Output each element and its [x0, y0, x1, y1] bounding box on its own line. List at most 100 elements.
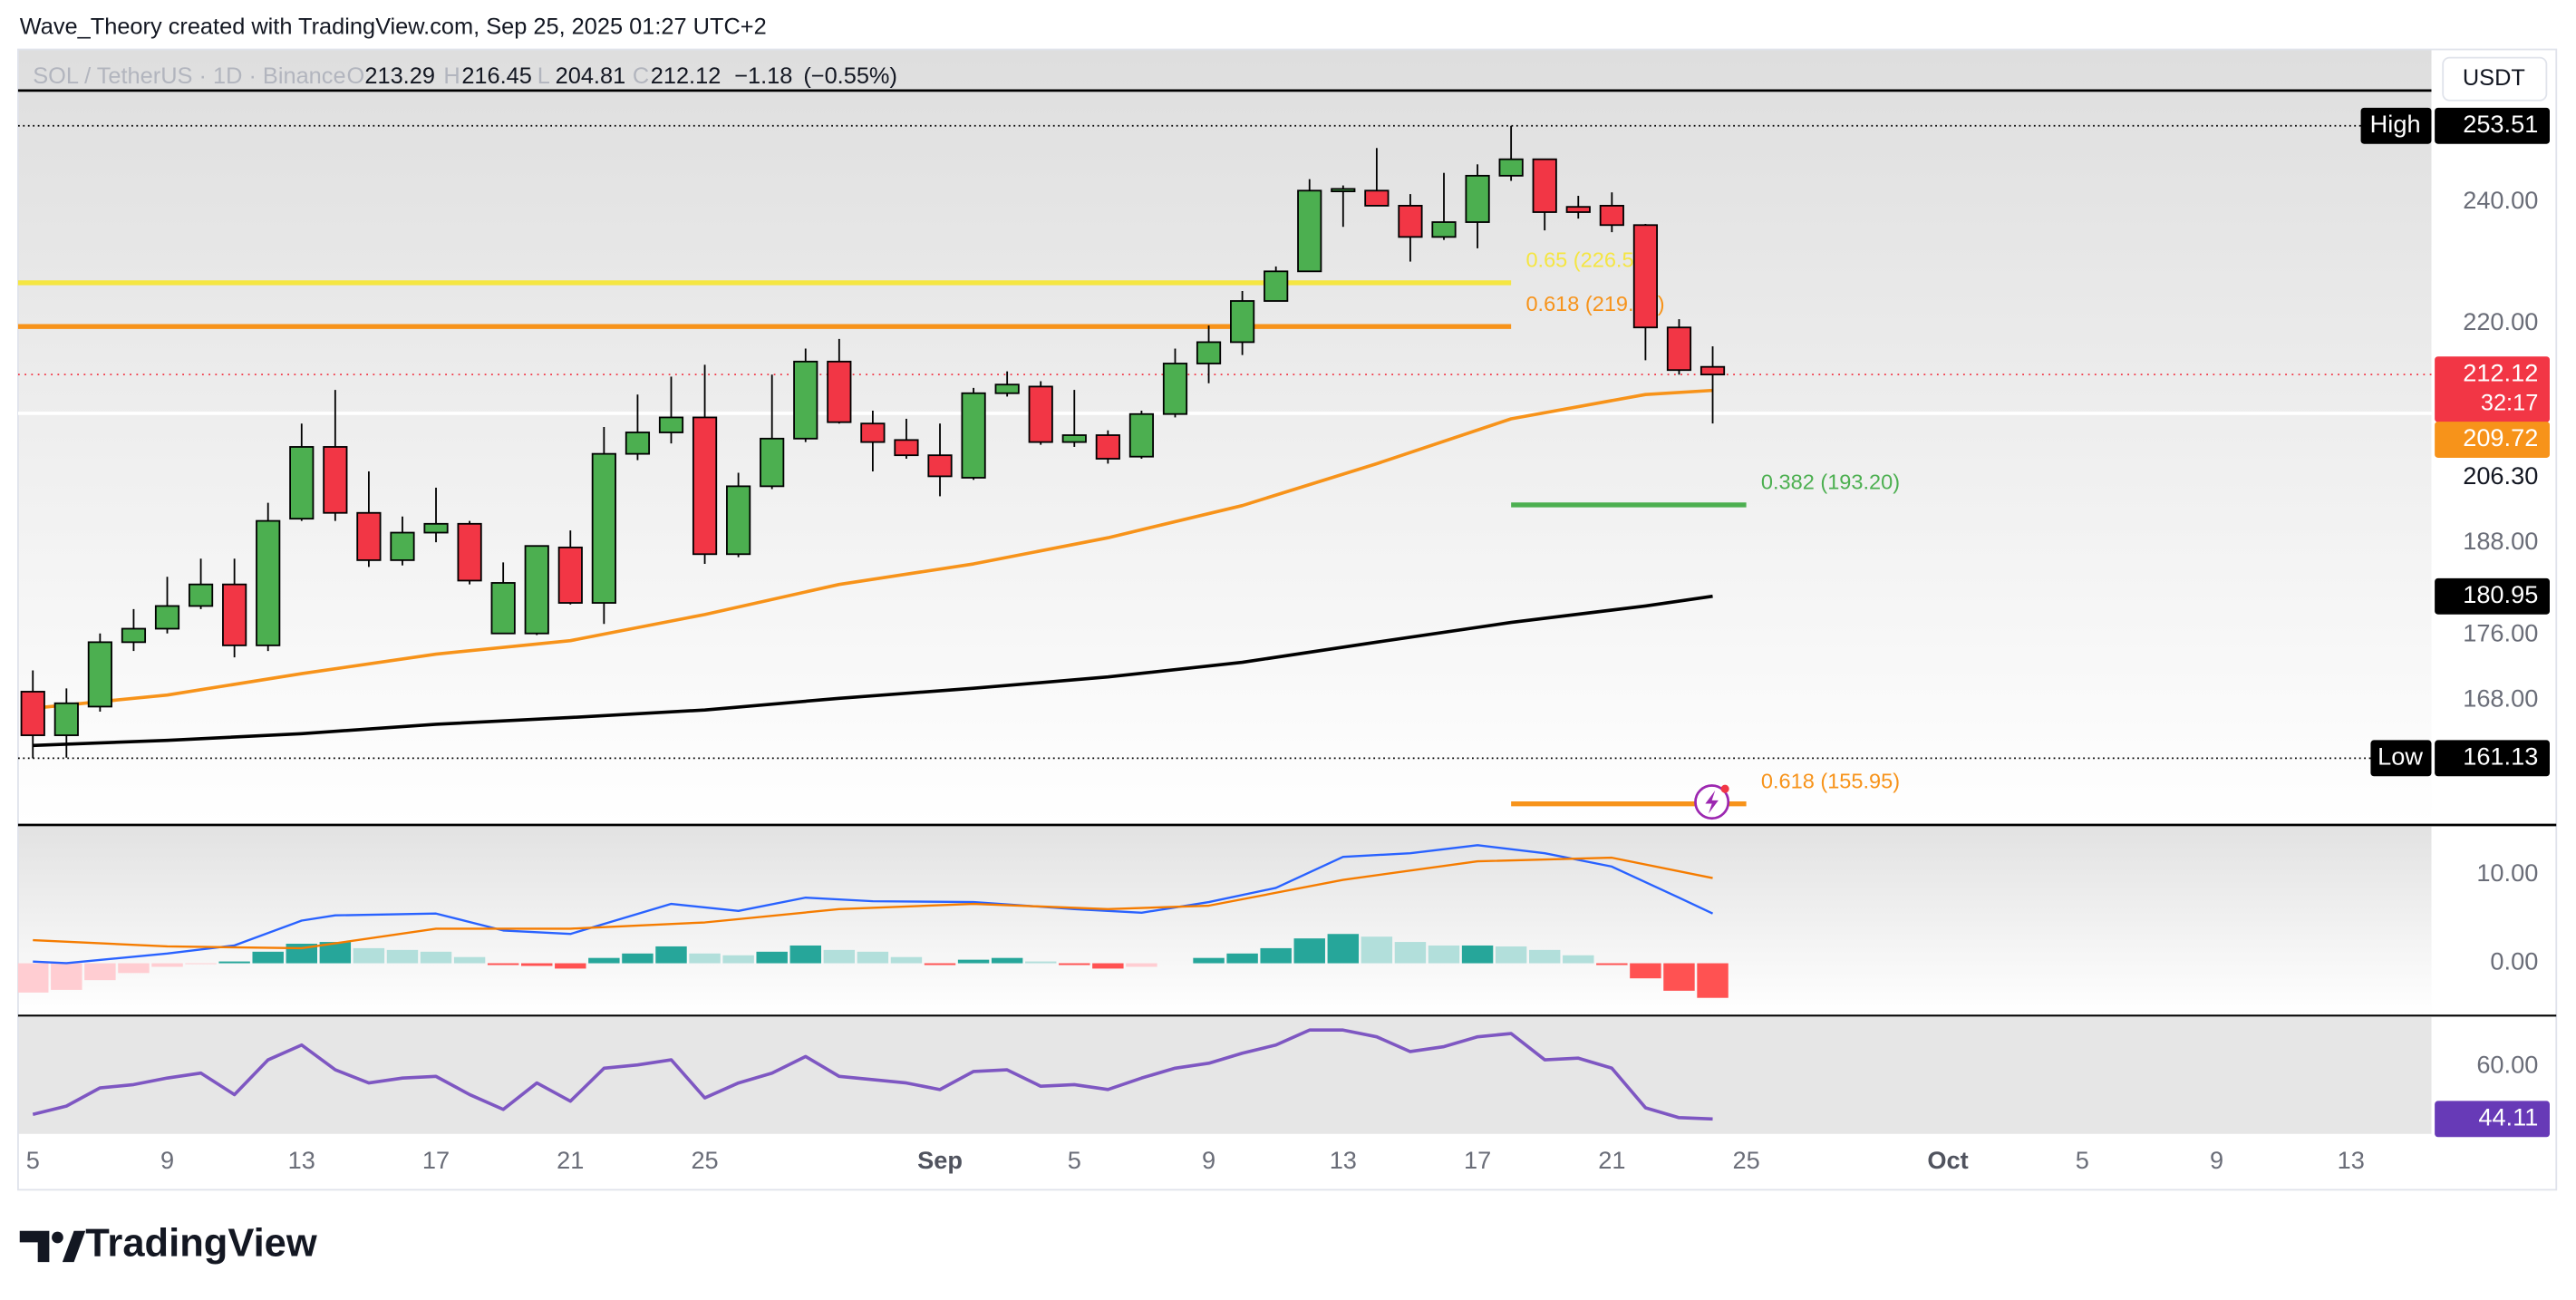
price-tag: 212.12 — [2463, 358, 2538, 386]
ohlc-value: 213.29 — [364, 63, 435, 89]
x-tick-label: 13 — [1330, 1146, 1357, 1174]
macd-bar — [890, 956, 923, 964]
x-tick-label: 13 — [288, 1146, 315, 1174]
candle-body — [20, 691, 45, 736]
price-plot: 0.65 (226.53)0.618 (219.54)0.382 (193.20… — [17, 124, 2432, 807]
candle-body — [1666, 326, 1692, 372]
x-tick-label: 17 — [1464, 1146, 1491, 1174]
x-tick-label: 13 — [2338, 1146, 2365, 1174]
line-tag-box — [2435, 459, 2550, 496]
x-tick-label: 5 — [26, 1146, 40, 1174]
y-tick-label: 168.00 — [2463, 684, 2538, 712]
candle-body — [894, 439, 919, 457]
candle-body — [961, 392, 986, 479]
candle-body — [1532, 158, 1557, 213]
macd-bar — [353, 947, 385, 964]
macd-pane — [17, 826, 2432, 1016]
currency-label: USDT — [2463, 65, 2525, 91]
candle-body — [726, 485, 751, 556]
candle-body — [591, 452, 616, 604]
macd-bar — [420, 951, 452, 964]
macd-bar — [1697, 963, 1729, 998]
macd-bar — [151, 963, 183, 967]
candle-body — [557, 546, 583, 604]
candle-body — [1498, 158, 1524, 177]
macd-bar — [1226, 953, 1258, 964]
fib-label: 0.65 (226.53) — [1525, 248, 1652, 272]
macd-bar — [722, 955, 754, 964]
macd-bar — [1495, 946, 1527, 964]
macd-bar — [1025, 961, 1057, 964]
macd-bar — [453, 956, 486, 964]
y-tick-label: 60.00 — [2476, 1051, 2538, 1079]
macd-bar — [1361, 936, 1393, 964]
macd-bar — [957, 959, 990, 964]
candle-body — [692, 416, 718, 556]
macd-bar — [689, 953, 721, 964]
macd-line — [33, 844, 1714, 965]
logo-icon — [19, 1230, 86, 1263]
currency-button[interactable] — [2442, 56, 2548, 102]
candle-body — [1431, 221, 1457, 238]
macd-bar — [1394, 942, 1427, 964]
candle-body — [1565, 206, 1591, 213]
candle-body — [356, 511, 382, 561]
macd-bar — [823, 949, 856, 964]
macd-plot — [17, 844, 1729, 998]
macd-bar — [51, 963, 82, 990]
candle-body — [524, 545, 549, 635]
candle-body — [87, 641, 112, 708]
rsi-tag-box — [2435, 1101, 2550, 1138]
x-tick-label: 25 — [691, 1146, 718, 1174]
x-tick-label: 9 — [1202, 1146, 1215, 1174]
candle-body — [1599, 205, 1624, 227]
macd-bar — [1596, 963, 1628, 965]
rsi-pane — [17, 1017, 2432, 1134]
macd-bar — [1563, 955, 1594, 964]
x-tick-label: 25 — [1732, 1146, 1759, 1174]
x-tick-label: 17 — [422, 1146, 450, 1174]
macd-bar — [319, 942, 352, 964]
moving-average — [33, 388, 1713, 711]
ohlc-value: 216.45 — [461, 63, 532, 89]
x-tick-label: 21 — [557, 1146, 584, 1174]
macd-bar — [1528, 949, 1561, 964]
macd-bar — [1428, 945, 1460, 964]
candle-body — [1128, 412, 1155, 458]
macd-bar — [756, 951, 788, 964]
candle-body — [490, 582, 516, 635]
candle-body — [658, 416, 684, 433]
low-value-tag: 161.13 — [2463, 742, 2538, 771]
macd-bar — [17, 963, 49, 993]
candle-body — [1196, 341, 1222, 364]
macd-bar — [487, 963, 519, 965]
candle-body — [53, 702, 79, 736]
candle-body — [1095, 434, 1120, 460]
change-pct: (−0.55%) — [803, 63, 897, 89]
macd-bar — [521, 963, 553, 966]
x-tick-label: 9 — [2210, 1146, 2223, 1174]
price-tag-box — [2435, 356, 2550, 422]
macd-bar — [622, 953, 654, 964]
macd-bar — [84, 963, 116, 981]
macd-bar — [1461, 945, 1494, 964]
ema-tag-box — [2435, 422, 2550, 458]
macd-bar — [1630, 963, 1661, 979]
candle-body — [289, 446, 315, 520]
x-tick-label: 21 — [1598, 1146, 1625, 1174]
rsi-plot — [32, 1028, 1713, 1121]
main-pane — [17, 49, 2432, 826]
candle-body — [457, 522, 482, 582]
macd-bar — [1092, 963, 1124, 969]
change: −1.18 — [734, 63, 792, 89]
macd-bar — [118, 963, 150, 974]
macd-bar — [386, 949, 419, 964]
candle-body — [188, 583, 214, 607]
macd-bar — [1260, 947, 1292, 964]
rsi-tag: 44.11 — [2478, 1103, 2538, 1131]
ohlc-letter: L — [537, 63, 550, 89]
macd-line — [33, 856, 1713, 950]
candle-body — [1264, 270, 1289, 302]
x-tick-label: 9 — [160, 1146, 174, 1174]
